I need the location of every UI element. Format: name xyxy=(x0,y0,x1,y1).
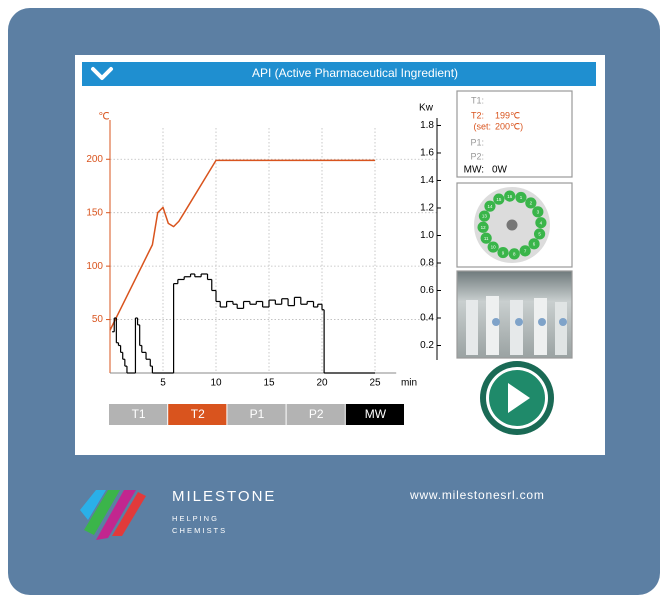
vessel-number: 16 xyxy=(507,194,513,199)
y2-tick-label: 0.6 xyxy=(420,285,434,296)
vessel-number: 15 xyxy=(496,197,502,202)
y2-tick-label: 1.2 xyxy=(420,203,434,214)
tagline: C H E M I S T S xyxy=(172,526,225,535)
vessel-number: 11 xyxy=(484,236,489,241)
vessel-number: 10 xyxy=(491,245,497,250)
header-title: API (Active Pharmaceutical Ingredient) xyxy=(252,66,458,80)
vessel-cap xyxy=(492,318,500,326)
legend-button-label[interactable]: P2 xyxy=(309,407,324,421)
vessel-number: 14 xyxy=(487,204,493,209)
x-tick-label: 10 xyxy=(210,378,222,389)
status-label: MW: xyxy=(464,165,484,176)
y2-tick-label: 1.0 xyxy=(420,230,434,241)
vessel-cap xyxy=(515,318,523,326)
y2-tick-label: 0.4 xyxy=(420,313,434,324)
y2-tick-label: 1.4 xyxy=(420,175,434,186)
y2-tick-label: 1.8 xyxy=(420,120,434,131)
status-box: T1: T2: 199℃ (set: 200℃) P1: P2: MW: 0W xyxy=(457,91,572,177)
x-tick-label: 5 xyxy=(160,378,166,389)
x-unit: min xyxy=(401,378,417,389)
url: www.milestonesrl.com xyxy=(409,488,545,502)
vessel xyxy=(534,298,547,355)
status-label: P1: xyxy=(470,137,484,147)
vessel-photo xyxy=(457,271,572,358)
brand: MILESTONE xyxy=(172,488,276,505)
y2-unit: Kw xyxy=(419,103,434,114)
legend-button-label[interactable]: T2 xyxy=(191,407,205,421)
legend-button-label[interactable]: MW xyxy=(365,407,387,421)
legend-button-label[interactable]: P1 xyxy=(250,407,265,421)
vessel-number: 13 xyxy=(482,214,488,219)
vessel xyxy=(466,300,478,355)
y-unit: ℃ xyxy=(98,112,109,123)
vessel-cap xyxy=(559,318,567,326)
tagline: H E L P I N G xyxy=(172,514,217,523)
y2-tick-label: 0.2 xyxy=(420,340,434,351)
y-tick-label: 200 xyxy=(86,154,103,165)
y2-tick-label: 0.8 xyxy=(420,258,434,269)
vessel-cap xyxy=(538,318,546,326)
legend-button-label[interactable]: T1 xyxy=(132,407,146,421)
screen: API (Active Pharmaceutical Ingredient) 5… xyxy=(0,0,668,603)
x-tick-label: 15 xyxy=(263,378,275,389)
x-tick-label: 25 xyxy=(369,378,381,389)
status-label: T1: xyxy=(471,95,484,105)
vessel xyxy=(510,300,523,355)
play-button[interactable] xyxy=(480,361,554,435)
y2-tick-label: 1.6 xyxy=(420,148,434,159)
status-label: (set: xyxy=(473,121,491,131)
vessel xyxy=(555,302,567,355)
y-tick-label: 100 xyxy=(86,261,103,272)
page: { "header": {"title": "API (Active Pharm… xyxy=(0,0,668,603)
status-label: T2: xyxy=(471,110,484,120)
status-value: 0W xyxy=(492,165,508,176)
y-tick-label: 50 xyxy=(92,314,104,325)
status-value: 200℃) xyxy=(495,121,523,131)
x-tick-label: 20 xyxy=(316,378,328,389)
vessel-number: 12 xyxy=(481,225,487,230)
status-label: P2: xyxy=(470,151,484,161)
carousel-center xyxy=(507,220,518,231)
y-tick-label: 150 xyxy=(86,207,103,218)
status-value: 199℃ xyxy=(495,110,520,120)
